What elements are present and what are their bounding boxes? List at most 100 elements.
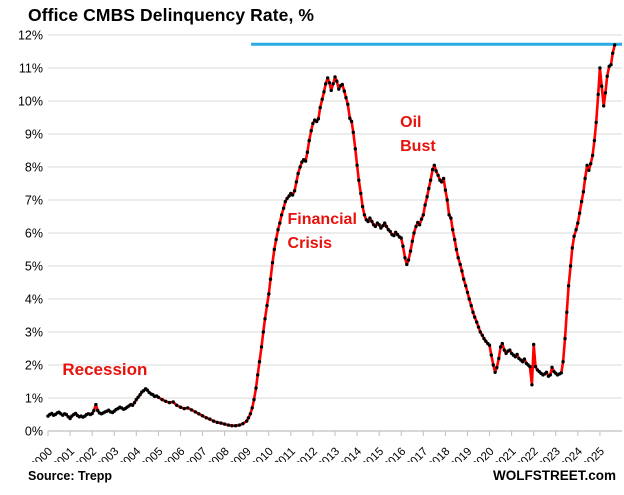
- data-point-marker: [482, 336, 486, 341]
- data-point-marker: [563, 336, 567, 341]
- data-point-marker: [476, 325, 481, 329]
- y-tick-label: 11%: [19, 62, 43, 76]
- data-point-marker: [349, 119, 354, 124]
- data-point-marker: [383, 221, 387, 225]
- data-point-marker: [419, 217, 424, 221]
- data-point-marker: [596, 92, 600, 97]
- data-point-marker: [405, 262, 409, 267]
- data-point-marker: [464, 284, 468, 288]
- data-point-marker: [454, 247, 459, 252]
- data-point-marker: [303, 159, 308, 163]
- data-point-marker: [370, 219, 374, 224]
- data-point-marker: [587, 168, 591, 172]
- data-point-marker: [434, 169, 438, 173]
- data-point-marker: [544, 370, 549, 374]
- data-point-marker: [603, 91, 608, 95]
- data-point-marker: [278, 221, 282, 225]
- data-point-marker: [315, 119, 319, 124]
- y-tick-label: 9%: [25, 128, 43, 142]
- data-point-marker: [366, 219, 370, 224]
- data-point-marker: [138, 393, 142, 397]
- data-point-marker: [513, 355, 518, 359]
- data-point-marker: [447, 213, 451, 217]
- annotation-recession: Recession: [62, 359, 148, 379]
- data-point-marker: [167, 400, 172, 405]
- data-point-marker: [600, 84, 604, 88]
- data-point-marker: [290, 193, 295, 197]
- data-point-marker: [164, 399, 168, 403]
- data-point-marker: [432, 163, 436, 167]
- data-point-marker: [355, 163, 359, 167]
- data-point-marker: [427, 186, 431, 191]
- data-point-marker: [439, 180, 444, 184]
- data-point-marker: [160, 397, 164, 402]
- data-point-marker: [576, 221, 580, 225]
- data-point-marker: [594, 120, 598, 125]
- data-point-marker: [498, 345, 503, 349]
- data-point-marker: [329, 88, 333, 93]
- data-point-marker: [388, 229, 392, 234]
- data-point-marker: [522, 357, 527, 361]
- data-point-marker: [344, 96, 348, 100]
- data-point-marker: [346, 102, 350, 107]
- data-point-marker: [497, 356, 501, 361]
- data-point-marker: [379, 226, 383, 230]
- data-point-marker: [478, 330, 482, 334]
- y-tick-label: 8%: [25, 161, 43, 175]
- data-point-marker: [577, 211, 582, 215]
- data-point-marker: [259, 345, 264, 349]
- data-point-marker: [592, 138, 597, 143]
- data-point-marker: [348, 116, 352, 120]
- x-tick-label: 2000: [29, 446, 56, 462]
- data-point-marker: [237, 423, 242, 427]
- data-point-marker: [305, 150, 310, 154]
- data-point-marker: [360, 204, 365, 209]
- data-point-marker: [362, 213, 367, 217]
- chart-canvas: 2000200120022003200420052006200720082009…: [18, 29, 622, 462]
- data-point-marker: [274, 237, 278, 242]
- data-point-marker: [502, 348, 506, 352]
- data-point-marker: [333, 75, 337, 79]
- site-credit: WOLFSTREET.com: [492, 468, 616, 483]
- data-point-marker: [408, 249, 413, 253]
- data-point-marker: [254, 386, 258, 390]
- data-point-marker: [528, 364, 532, 369]
- data-point-marker: [484, 339, 488, 343]
- data-point-marker: [322, 90, 326, 94]
- data-point-marker: [445, 198, 449, 202]
- data-point-marker: [256, 373, 260, 377]
- data-point-marker: [458, 262, 462, 267]
- data-point-marker: [423, 203, 427, 207]
- data-point-marker: [178, 405, 183, 409]
- data-point-marker: [399, 236, 403, 240]
- data-point-marker: [495, 365, 499, 370]
- data-point-marker: [500, 341, 504, 346]
- data-point-marker: [406, 258, 411, 262]
- y-tick-label: 5%: [25, 260, 43, 274]
- data-point-marker: [134, 397, 138, 402]
- data-point-marker: [208, 417, 212, 421]
- data-point-marker: [197, 412, 201, 416]
- data-point-marker: [171, 400, 175, 404]
- data-point-marker: [451, 228, 455, 232]
- data-point-marker: [241, 422, 245, 426]
- data-point-marker: [307, 138, 311, 143]
- data-point-marker: [598, 66, 602, 70]
- data-point-marker: [252, 397, 256, 402]
- data-point-marker: [377, 223, 381, 227]
- x-tick-label: 2014: [338, 445, 365, 462]
- data-point-marker: [186, 406, 190, 410]
- data-point-marker: [401, 244, 405, 248]
- y-tick-label: 6%: [25, 227, 43, 241]
- y-tick-label: 12%: [18, 29, 43, 43]
- data-point-marker: [318, 105, 322, 110]
- data-point-marker: [480, 333, 484, 337]
- data-point-marker: [384, 224, 389, 229]
- data-point-marker: [456, 256, 460, 260]
- data-point-marker: [219, 421, 223, 425]
- data-point-marker: [436, 173, 440, 177]
- data-point-marker: [530, 383, 534, 387]
- x-tick-label: 2011: [272, 446, 298, 462]
- data-point-marker: [68, 416, 72, 421]
